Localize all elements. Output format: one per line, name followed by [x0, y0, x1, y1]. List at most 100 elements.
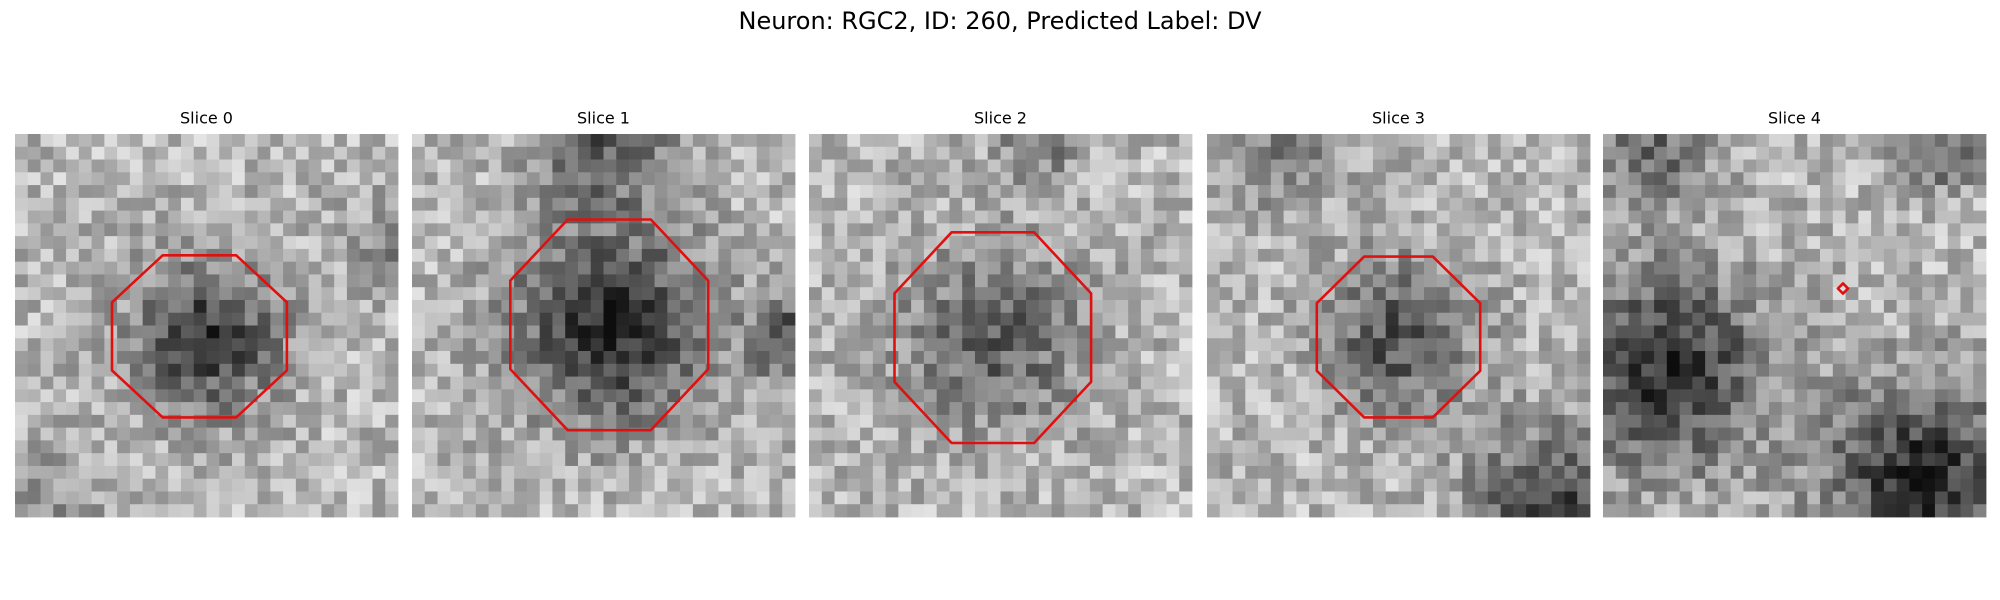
pixel: [488, 491, 502, 505]
pixel: [1372, 427, 1387, 441]
pixel: [1283, 440, 1297, 454]
pixel: [743, 248, 758, 263]
pixel: [974, 478, 989, 492]
pixel: [1526, 376, 1540, 390]
pixel: [1102, 223, 1116, 237]
pixel: [1820, 325, 1834, 339]
pixel: [129, 299, 144, 314]
pixel: [1577, 478, 1591, 492]
pixel: [385, 402, 399, 416]
pixel: [1743, 376, 1757, 390]
pixel: [1115, 223, 1129, 237]
pixel: [1832, 134, 1846, 148]
pixel: [1973, 338, 1987, 352]
pixel: [206, 427, 220, 441]
pixel: [1820, 185, 1834, 199]
pixel: [1692, 274, 1706, 288]
pixel: [385, 440, 399, 454]
pixel: [616, 146, 630, 160]
pixel: [1513, 478, 1527, 492]
pixel: [1717, 274, 1732, 288]
pixel: [1564, 197, 1578, 211]
pixel: [1270, 159, 1284, 173]
pixel: [1768, 453, 1783, 467]
pixel: [372, 236, 386, 250]
pixel: [359, 478, 373, 492]
pixel: [1858, 465, 1872, 480]
pixel: [257, 351, 271, 365]
pixel: [1845, 299, 1859, 314]
pixel: [565, 172, 579, 186]
pixel: [1258, 440, 1272, 454]
pixel: [756, 223, 770, 237]
pixel: [15, 504, 29, 518]
pixel: [1883, 223, 1898, 237]
pixel: [1883, 338, 1898, 352]
pixel: [1296, 159, 1310, 173]
pixel: [372, 248, 386, 263]
pixel: [514, 146, 528, 160]
pixel: [872, 210, 886, 224]
pixel: [1026, 287, 1040, 301]
pixel: [1743, 351, 1757, 365]
pixel: [142, 465, 156, 480]
pixel: [1883, 440, 1898, 454]
pixel: [1245, 312, 1259, 326]
pixel: [603, 299, 617, 314]
pixel: [334, 185, 348, 199]
pixel: [590, 465, 604, 480]
pixel: [501, 287, 515, 301]
pixel: [1513, 159, 1527, 173]
pixel: [616, 185, 630, 199]
pixel: [437, 376, 451, 390]
pixel: [1283, 402, 1297, 416]
pixel: [450, 172, 464, 186]
pixel: [78, 159, 92, 173]
pixel: [206, 159, 220, 173]
pixel: [104, 427, 118, 441]
pixel: [1654, 146, 1668, 160]
pixel: [1973, 210, 1987, 224]
pixel: [1768, 465, 1783, 480]
pixel: [1922, 299, 1936, 314]
pixel: [1296, 172, 1310, 186]
pixel: [359, 491, 373, 505]
pixel: [616, 172, 630, 186]
pixel: [1051, 312, 1065, 326]
pixel: [346, 325, 361, 339]
pixel: [1166, 159, 1180, 173]
pixel: [1538, 185, 1553, 199]
pixel: [1283, 453, 1297, 467]
pixel: [834, 465, 848, 480]
pixel: [949, 197, 963, 211]
pixel: [552, 440, 566, 454]
pixel: [1666, 402, 1680, 416]
pixel: [1934, 223, 1949, 237]
pixel: [91, 504, 105, 518]
pixel: [834, 159, 848, 173]
pixel: [974, 274, 989, 288]
pixel: [1449, 465, 1463, 480]
pixel: [1883, 402, 1898, 416]
pixel: [1705, 312, 1719, 326]
pixel: [1140, 134, 1155, 148]
pixel: [1500, 197, 1514, 211]
pixel: [821, 402, 835, 416]
pixel: [1179, 402, 1193, 416]
pixel: [1321, 236, 1336, 250]
pixel: [743, 453, 758, 467]
pixel: [1679, 440, 1693, 454]
pixel: [321, 172, 335, 186]
pixel: [53, 210, 67, 224]
pixel: [1462, 478, 1476, 492]
pixel: [1026, 185, 1040, 199]
pixel: [117, 363, 131, 377]
pixel: [412, 159, 426, 173]
pixel: [463, 338, 477, 352]
pixel: [1717, 236, 1732, 250]
pixel: [1666, 223, 1680, 237]
pixel: [1538, 351, 1553, 365]
pixel: [936, 210, 950, 224]
pixel: [1385, 223, 1399, 237]
pixel: [1692, 453, 1706, 467]
